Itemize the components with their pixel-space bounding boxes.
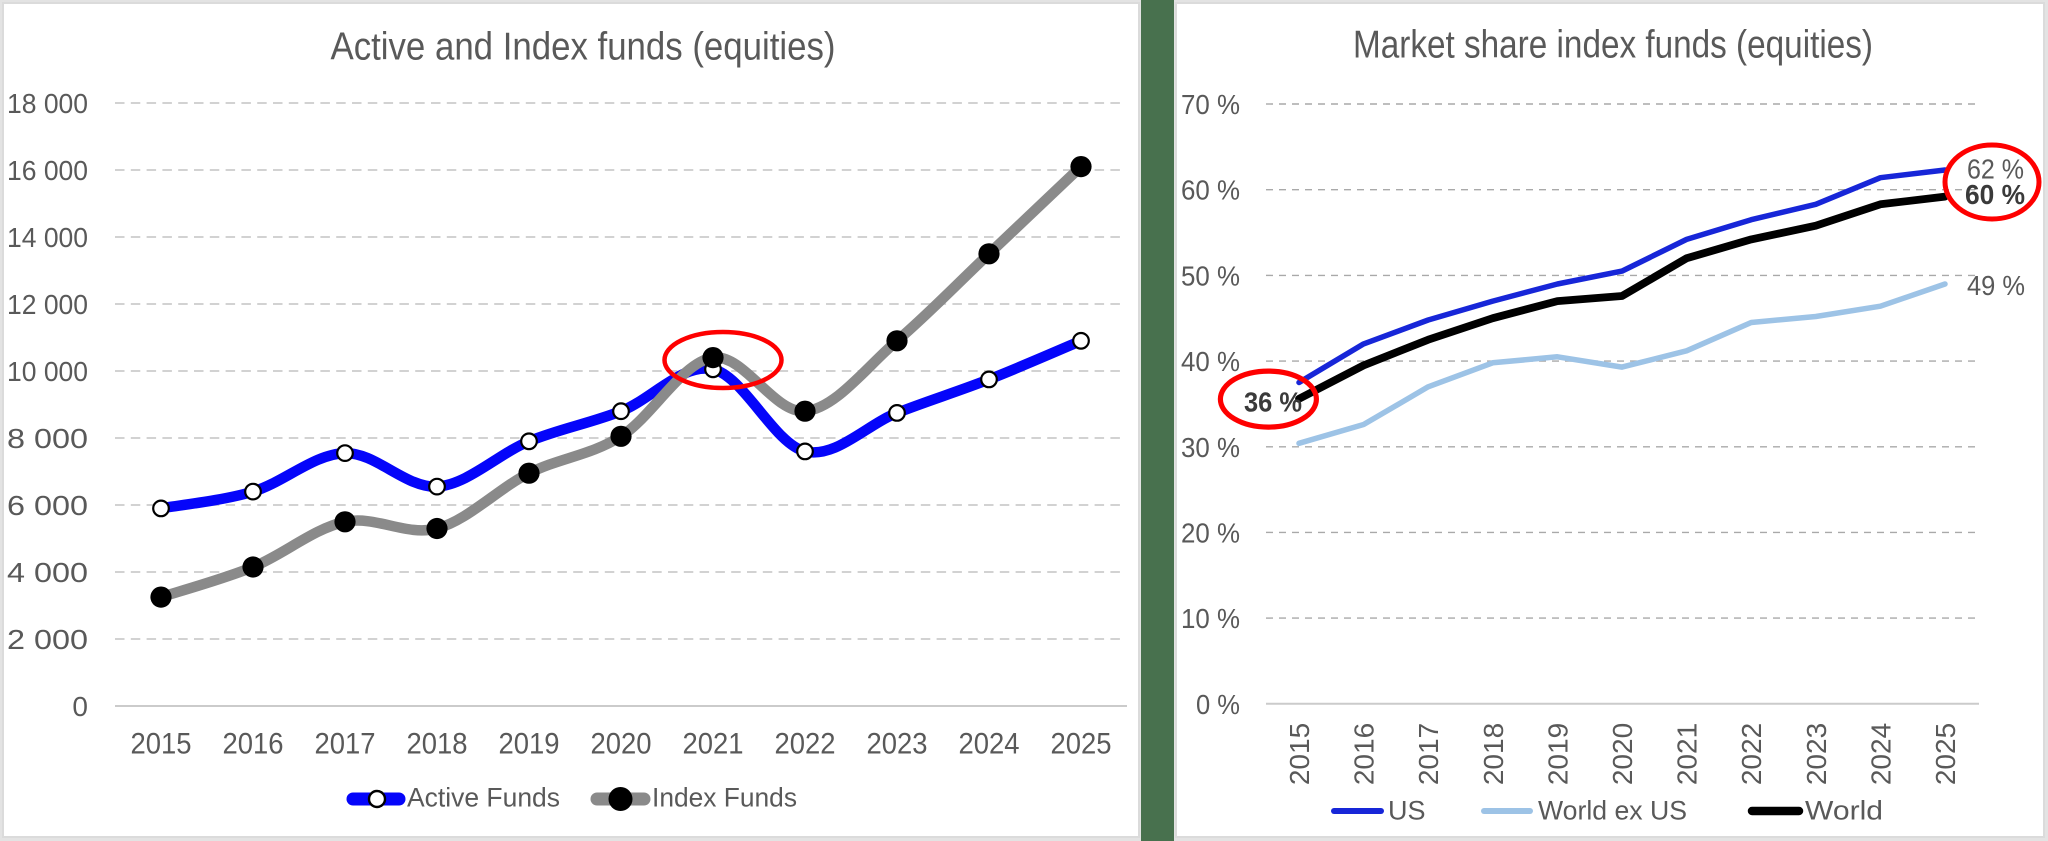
svg-text:2025: 2025	[1930, 723, 1961, 785]
svg-text:Index Funds: Index Funds	[652, 783, 797, 813]
svg-text:2025: 2025	[1051, 728, 1112, 761]
svg-text:2018: 2018	[407, 728, 468, 761]
svg-text:10 %: 10 %	[1181, 603, 1240, 634]
svg-text:16 000: 16 000	[7, 155, 88, 186]
svg-text:8 000: 8 000	[7, 423, 88, 454]
svg-text:36 %: 36 %	[1244, 387, 1302, 418]
svg-text:2019: 2019	[1542, 723, 1573, 785]
svg-text:62 %: 62 %	[1967, 154, 2024, 185]
svg-text:2020: 2020	[591, 728, 652, 761]
svg-text:2 000: 2 000	[7, 624, 88, 655]
svg-text:Market share index funds (equi: Market share index funds (equities)	[1353, 24, 1873, 67]
svg-text:40 %: 40 %	[1181, 346, 1240, 377]
svg-text:2023: 2023	[1801, 723, 1832, 785]
svg-text:Active Funds: Active Funds	[407, 783, 560, 813]
svg-text:2015: 2015	[131, 728, 192, 761]
svg-text:2022: 2022	[775, 728, 836, 761]
svg-text:50 %: 50 %	[1181, 260, 1240, 291]
svg-text:14 000: 14 000	[7, 222, 88, 253]
svg-text:0: 0	[72, 691, 88, 722]
svg-text:60 %: 60 %	[1965, 179, 2025, 210]
svg-text:2023: 2023	[867, 728, 928, 761]
svg-text:70 %: 70 %	[1181, 89, 1240, 120]
svg-text:10 000: 10 000	[7, 356, 88, 387]
svg-text:2016: 2016	[223, 728, 284, 761]
svg-text:Active and Index funds (equiti: Active and Index funds (equities)	[331, 26, 836, 69]
svg-text:World ex US: World ex US	[1538, 796, 1687, 826]
svg-text:2022: 2022	[1736, 723, 1767, 785]
svg-text:US: US	[1388, 796, 1426, 826]
svg-text:0 %: 0 %	[1196, 689, 1240, 720]
svg-text:2016: 2016	[1349, 723, 1380, 785]
svg-text:18 000: 18 000	[7, 88, 88, 119]
svg-text:2021: 2021	[1672, 723, 1703, 785]
svg-text:20 %: 20 %	[1181, 517, 1240, 548]
svg-text:60 %: 60 %	[1181, 175, 1240, 206]
svg-text:30 %: 30 %	[1181, 432, 1240, 463]
svg-text:2015: 2015	[1284, 723, 1315, 785]
svg-text:World: World	[1805, 796, 1883, 826]
svg-text:2024: 2024	[959, 728, 1020, 761]
svg-text:2017: 2017	[1413, 723, 1444, 785]
svg-text:49 %: 49 %	[1967, 270, 2025, 301]
svg-text:2020: 2020	[1607, 723, 1638, 785]
svg-text:4 000: 4 000	[7, 557, 88, 588]
svg-text:2024: 2024	[1865, 723, 1896, 785]
svg-text:12 000: 12 000	[7, 289, 88, 320]
svg-text:2019: 2019	[499, 728, 560, 761]
svg-text:2021: 2021	[683, 728, 744, 761]
svg-text:6 000: 6 000	[7, 490, 88, 521]
svg-text:2018: 2018	[1478, 723, 1509, 785]
svg-text:2017: 2017	[315, 728, 376, 761]
